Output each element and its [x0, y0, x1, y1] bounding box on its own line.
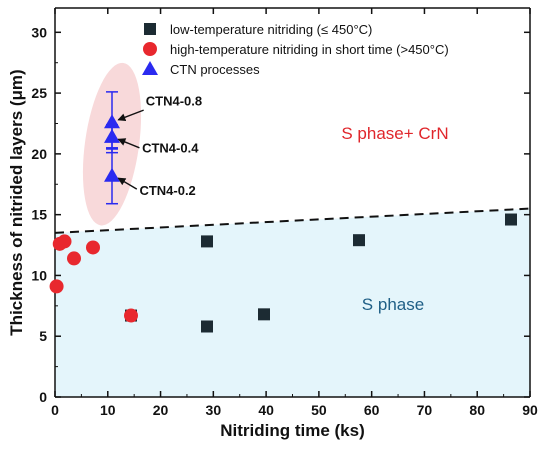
y-tick-label: 5	[39, 328, 47, 344]
boundary-dashed-line	[54, 207, 531, 234]
y-tick-label: 10	[31, 267, 47, 283]
low-temp-point	[505, 213, 517, 226]
high-temp-point	[49, 279, 64, 294]
ctn-annotation-label: CTN4-0.2	[139, 183, 195, 198]
y-tick-label: 25	[31, 85, 47, 101]
low-temp-point	[201, 235, 213, 248]
x-tick-label: 20	[153, 402, 169, 418]
low-temp-point	[258, 308, 270, 321]
x-tick-label: 70	[417, 402, 433, 418]
high-temp-point	[124, 308, 138, 323]
y-axis-title: Thickness of nitrided layers (μm)	[7, 69, 26, 335]
annotation-arrow	[117, 109, 144, 122]
high-temp-point	[57, 234, 72, 249]
x-tick-label: 0	[51, 402, 59, 418]
x-tick-label: 90	[522, 402, 538, 418]
x-axis-title: Nitriding time (ks)	[220, 421, 365, 440]
y-tick-label: 30	[31, 24, 47, 40]
high-temp-point	[86, 240, 100, 255]
lower-region-fill	[55, 208, 530, 397]
y-tick-label: 0	[39, 389, 47, 405]
low-temp-point	[201, 320, 213, 333]
legend-marker-high-temp	[143, 42, 157, 56]
x-tick-label: 10	[100, 402, 116, 418]
legend-label-high-temp: high-temperature nitriding in short time…	[170, 42, 449, 57]
ctn-point	[104, 128, 120, 143]
annotation-arrow	[117, 177, 138, 190]
x-tick-label: 50	[311, 402, 327, 418]
legend-marker-low-temp	[144, 23, 156, 35]
ctn-annotation-label: CTN4-0.8	[146, 93, 202, 108]
annotation-arrow	[117, 138, 140, 149]
region-label-upper: S phase+ CrN	[341, 124, 448, 143]
legend-label-ctn: CTN processes	[170, 62, 260, 77]
legend-marker-ctn	[142, 61, 158, 75]
region-label-lower: S phase	[362, 295, 424, 314]
high-temp-point	[67, 251, 81, 266]
low-temp-point	[353, 234, 365, 247]
y-tick-label: 15	[31, 207, 47, 223]
x-tick-label: 40	[258, 402, 274, 418]
legend-label-low-temp: low-temperature nitriding (≤ 450°C)	[170, 22, 372, 37]
x-tick-label: 30	[206, 402, 222, 418]
x-tick-label: 60	[364, 402, 380, 418]
ctn-point	[104, 167, 120, 182]
ctn-annotation-label: CTN4-0.4	[142, 141, 199, 156]
x-tick-label: 80	[469, 402, 485, 418]
y-tick-label: 20	[31, 146, 47, 162]
